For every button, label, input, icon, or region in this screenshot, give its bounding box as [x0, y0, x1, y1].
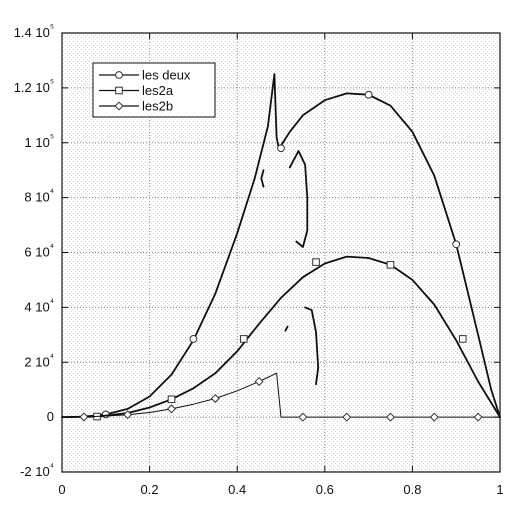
data-point-les2b [298, 412, 308, 422]
data-point-les2b [123, 410, 133, 420]
x-tick-label: 0 [58, 482, 65, 497]
y-tick-label: 4 10⁴ [24, 297, 54, 314]
y-tick-label: 1.4 10⁵ [14, 23, 54, 40]
x-tick-label: 0.8 [403, 482, 421, 497]
series-line-les2a [61, 255, 501, 418]
series-les2b [61, 372, 501, 422]
data-point-les2a [458, 335, 467, 343]
series-line-les2b [61, 372, 501, 418]
data-point-les-deux [364, 90, 373, 99]
legend-item-les2b: les2b [99, 99, 173, 114]
series-les-deux [61, 73, 501, 419]
y-tick-label: 2 10⁴ [24, 352, 54, 369]
y-tick-label: 6 10⁴ [24, 243, 54, 260]
data-point-les2a [239, 335, 248, 343]
series-layer [61, 73, 501, 422]
data-point-les-deux [452, 240, 461, 249]
legend-marker [115, 86, 123, 95]
legend-label: les2b [142, 99, 173, 114]
data-point-les2b [210, 393, 220, 403]
legend-label: les2a [142, 83, 174, 98]
data-point-les2a [386, 261, 395, 269]
y-tick-label: 1 10⁵ [25, 133, 54, 150]
data-point-les-deux [277, 144, 285, 153]
legend-label: les deux [142, 68, 191, 83]
y-tick-label: 0 [47, 409, 54, 424]
data-point-les2b [79, 412, 89, 422]
y-tick-label: 8 10⁴ [24, 188, 54, 205]
x-tick-label: 0.6 [316, 482, 334, 497]
legend-item-les2a: les2a [99, 83, 174, 98]
x-tick-label: 0.4 [228, 482, 246, 497]
x-tick-label: 0.2 [141, 482, 159, 497]
series-line-les2a [284, 325, 289, 332]
data-point-les2a [312, 258, 320, 266]
x-tick-label: 1 [496, 482, 503, 497]
data-point-les-deux [189, 335, 198, 343]
x-axis: 0 0.2 0.4 0.6 0.8 1 [58, 33, 504, 497]
series-line-les2a [304, 306, 320, 386]
legend-marker [114, 101, 124, 111]
series-line-les-deux [280, 92, 501, 418]
data-point-les2b [254, 376, 264, 386]
y-tick-label: 1.2 10⁵ [14, 78, 54, 95]
series-line-les-deux [288, 150, 309, 248]
legend-marker [115, 71, 123, 79]
data-point-les2b [385, 412, 396, 422]
data-point-les2b [342, 412, 352, 422]
data-point-les2b [166, 404, 177, 414]
legend-item-les-deux: les deux [99, 68, 191, 83]
series-line-les-deux [260, 169, 265, 188]
y-tick-label: -2 10⁴ [20, 462, 54, 479]
y-axis: -2 10⁴ 0 2 10⁴ 4 10⁴ 6 10⁴ 8 10⁴ 1 10⁵ 1.2 10⁵ 1… [14, 23, 500, 479]
data-point-les2b [429, 412, 439, 422]
data-point-les2a [167, 395, 176, 404]
data-point-les2b [473, 412, 483, 422]
data-point-les-deux [101, 410, 110, 419]
